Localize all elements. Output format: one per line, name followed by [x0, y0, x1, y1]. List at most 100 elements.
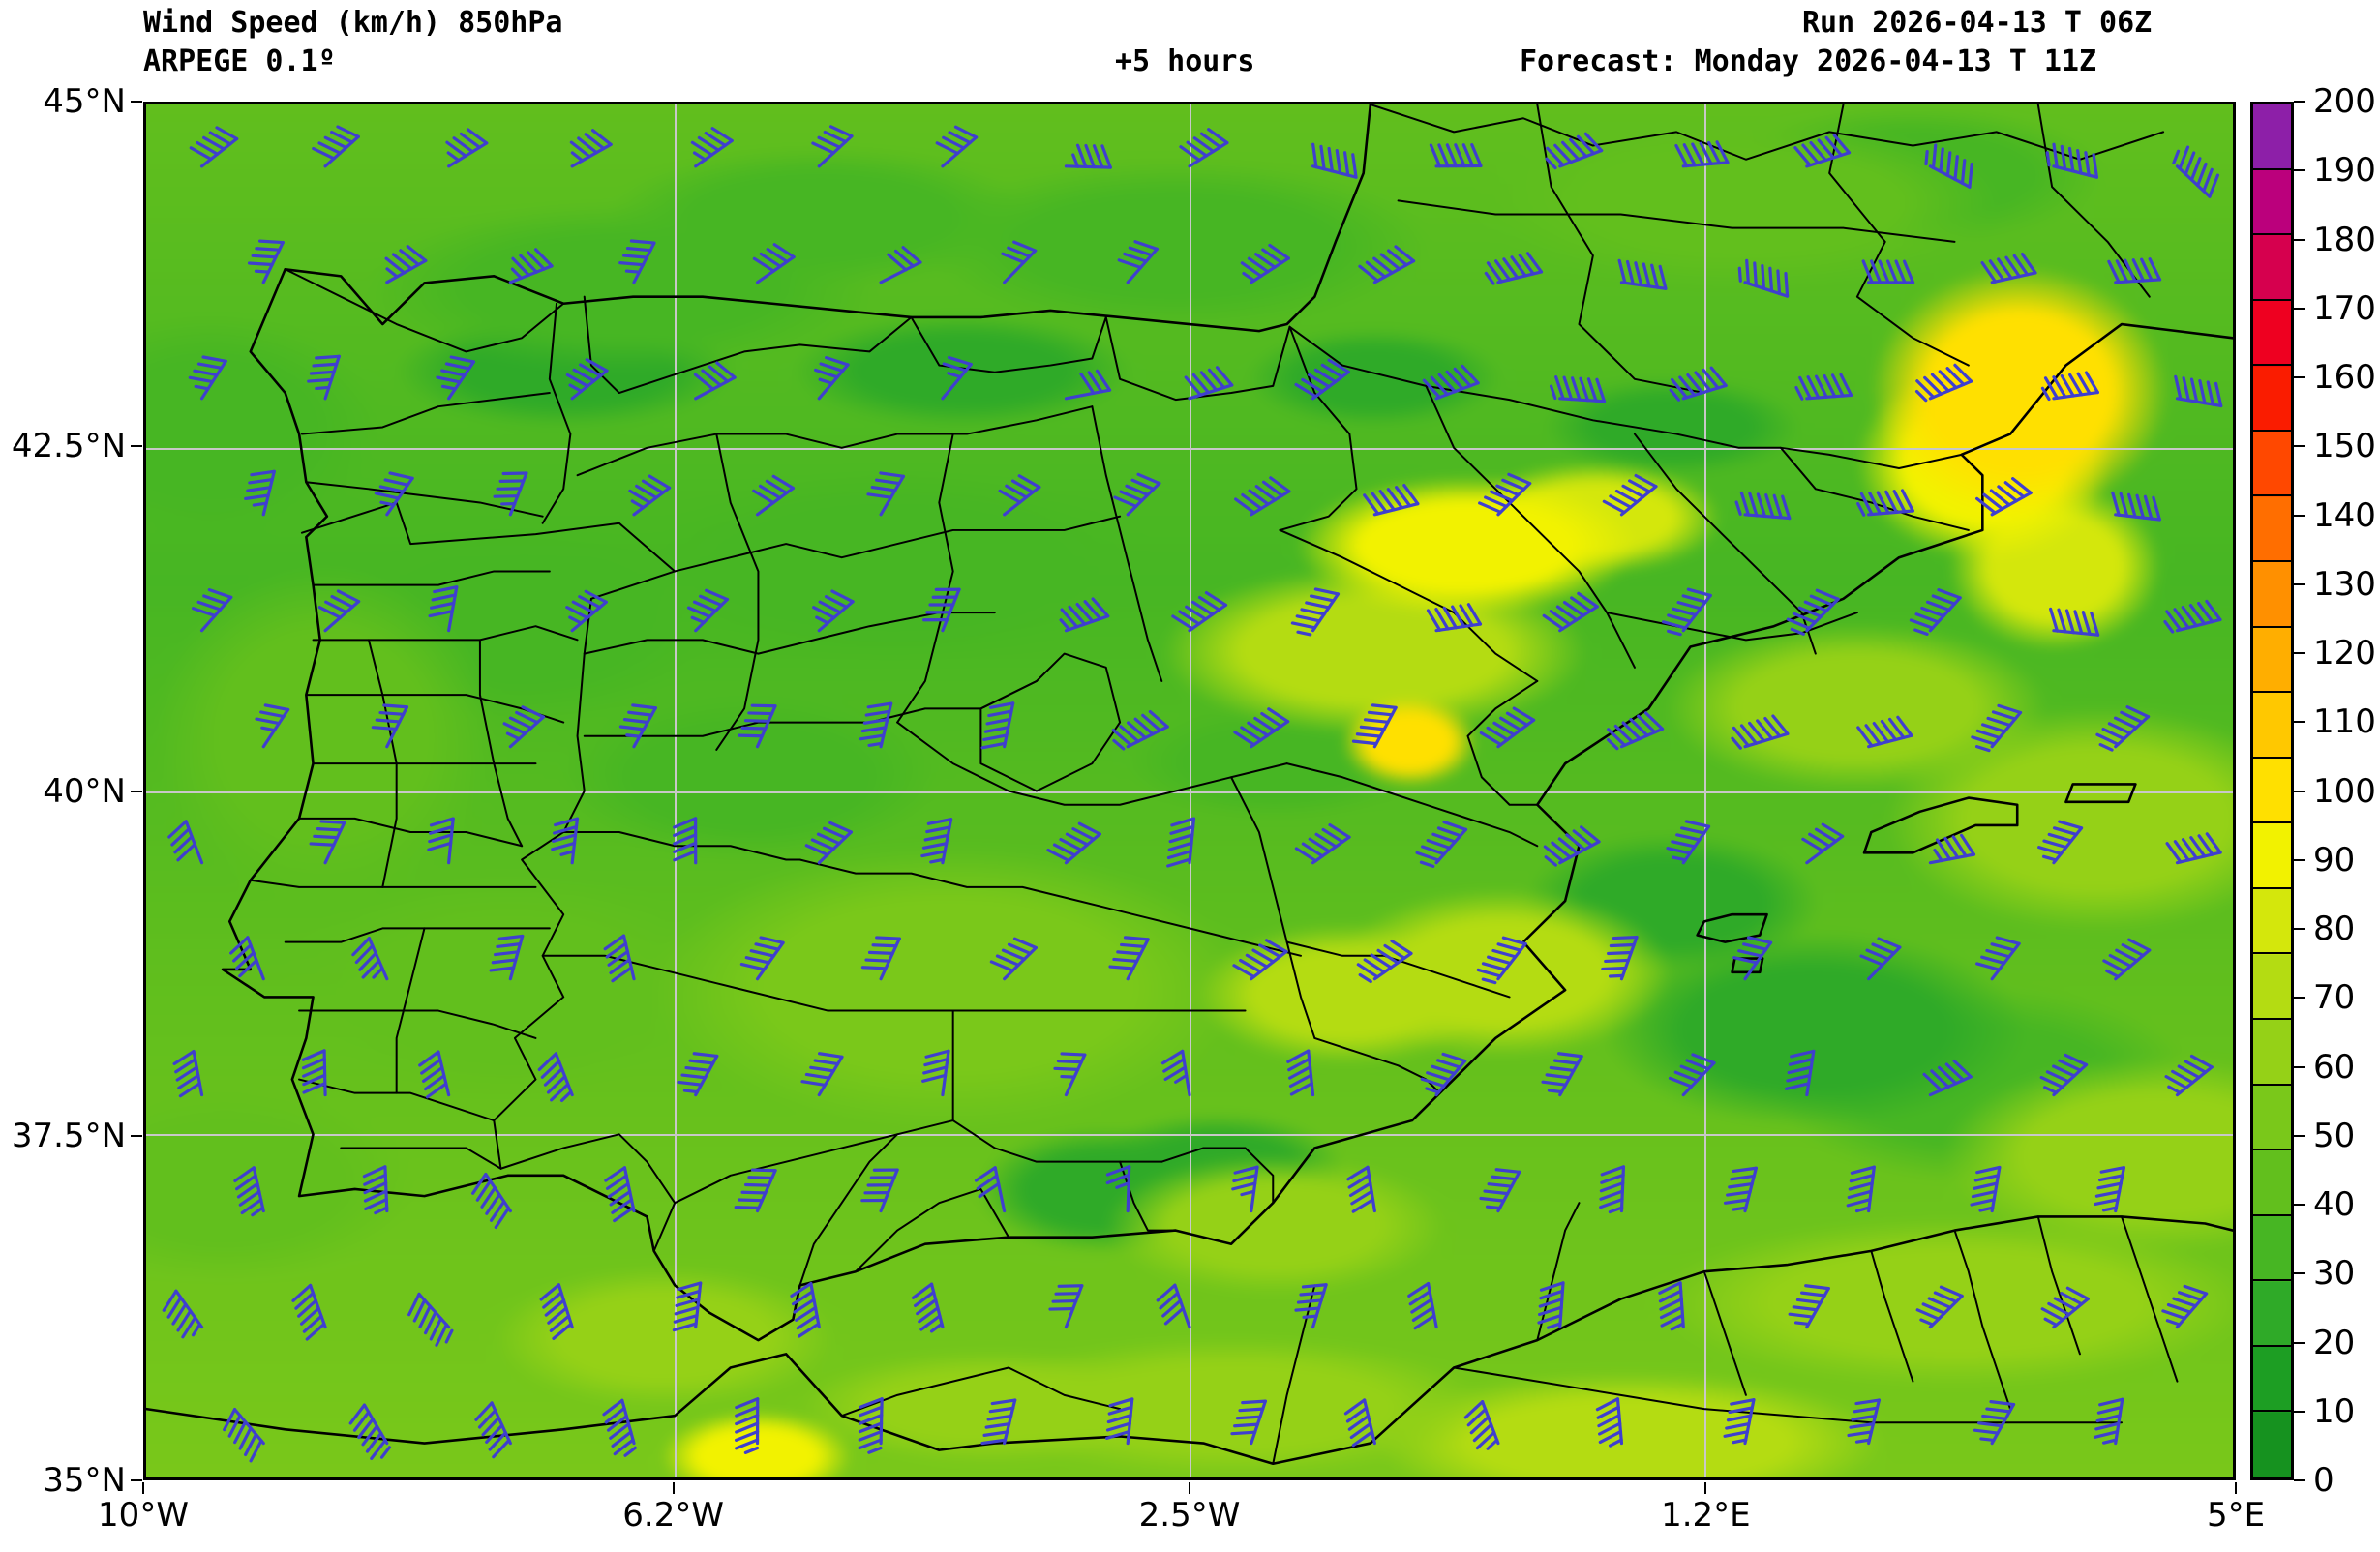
wind-barb-icon — [812, 589, 855, 633]
wind-barb-icon — [604, 1166, 636, 1223]
administrative-border — [312, 625, 579, 642]
wind-barb-icon — [351, 937, 389, 981]
colorbar-band-divider-7 — [2253, 1018, 2291, 1020]
colorbar-band-divider-8 — [2253, 952, 2291, 955]
run-time-label: Run 2026-04-13 T 06Z — [1802, 6, 2153, 40]
wind-barb-icon — [1358, 245, 1416, 284]
lon-tick-label-2: 2.5°W — [1138, 1496, 1241, 1535]
administrative-border — [1285, 940, 1511, 999]
wind-barb-icon — [603, 934, 636, 983]
colorbar-band-divider-4 — [2253, 1213, 2291, 1216]
wind-barb-icon — [1543, 825, 1601, 867]
wind-barb-icon — [1117, 240, 1159, 284]
wind-barb-icon — [1973, 1400, 2016, 1446]
administrative-border — [478, 639, 524, 848]
wind-barb-icon — [539, 1283, 574, 1341]
wind-barb-icon — [1731, 714, 1790, 750]
wind-barb-icon — [618, 703, 657, 749]
wind-barb-icon — [1599, 1165, 1626, 1214]
wind-barb-icon — [1980, 252, 2037, 284]
administrative-border — [798, 858, 1302, 957]
wind-barb-icon — [2045, 142, 2098, 179]
colorbar-tick-label-200: 200 — [2313, 82, 2376, 121]
wind-barb-icon — [2037, 820, 2084, 865]
wind-barb-icon — [307, 354, 341, 401]
wind-barb-icon — [1478, 472, 1532, 517]
administrative-border — [1870, 1249, 1914, 1383]
colorbar-tick-mark-160 — [2294, 376, 2305, 378]
colorbar-band-divider-9 — [2253, 886, 2291, 889]
colorbar-band-divider-11 — [2253, 756, 2291, 759]
wind-barb-icon — [1422, 364, 1480, 401]
colorbar-tick-mark-200 — [2294, 101, 2305, 103]
administrative-border — [951, 1119, 1163, 1163]
wind-barb-icon — [1476, 936, 1527, 985]
lon-tick-mark-0 — [142, 1482, 144, 1494]
colorbar-gradient — [2253, 104, 2291, 1477]
wind-barb-icon — [602, 1398, 637, 1457]
wind-barb-icon — [2111, 491, 2161, 522]
administrative-border — [1425, 384, 1636, 669]
wind-barbs-layer — [162, 125, 2223, 1463]
wind-barb-icon — [1723, 1166, 1758, 1213]
wind-barb-icon — [312, 125, 360, 168]
wind-barb-icon — [1922, 1059, 1973, 1097]
administrative-border — [1279, 325, 1358, 531]
colorbar-tick-mark-80 — [2294, 928, 2305, 930]
wind-barb-icon — [1541, 1052, 1583, 1097]
forecast-valid-time-label: Forecast: Monday 2026-04-13 T 11Z — [1520, 45, 2097, 78]
wind-barb-icon — [493, 471, 528, 517]
wind-barb-icon — [1669, 366, 1728, 402]
colorbar-tick-mark-40 — [2294, 1204, 2305, 1206]
wind-barb-icon — [1784, 1049, 1816, 1097]
colorbar-tick-mark-50 — [2294, 1134, 2305, 1137]
administrative-border — [562, 831, 801, 861]
administrative-border — [1091, 405, 1163, 682]
wind-barb-icon — [2107, 257, 2162, 284]
wind-barb-icon — [1286, 1049, 1315, 1097]
wind-barb-icon — [1549, 375, 1607, 403]
wind-barb-icon — [1801, 822, 1845, 865]
wind-barb-icon — [1971, 703, 2023, 753]
wind-barb-icon — [980, 1398, 1017, 1446]
wind-barb-icon — [1426, 603, 1483, 633]
wind-barb-icon — [1231, 1165, 1259, 1213]
colorbar-tick-mark-60 — [2294, 1065, 2305, 1068]
wind-barb-icon — [752, 243, 796, 284]
wind-barb-icon — [980, 701, 1015, 750]
wind-barb-icon — [974, 1166, 1007, 1213]
wind-barb-icon — [858, 1397, 884, 1454]
colorbar-band-divider-17 — [2253, 364, 2291, 367]
wind-barb-icon — [1856, 489, 1914, 517]
wind-barb-icon — [2040, 371, 2099, 402]
wind-barb-icon — [2161, 1284, 2209, 1329]
wind-barb-icon — [569, 129, 613, 168]
colorbar[interactable] — [2250, 102, 2294, 1480]
lat-tick-mark-3 — [131, 1134, 142, 1137]
lat-tick-mark-4 — [131, 1479, 142, 1481]
colorbar-band-divider-10 — [2253, 821, 2291, 824]
administrative-border — [1536, 104, 1705, 395]
colorbar-tick-label-180: 180 — [2313, 220, 2376, 259]
wind-barb-icon — [1595, 1397, 1624, 1448]
colorbar-tick-label-80: 80 — [2313, 910, 2356, 948]
wind-barb-icon — [1064, 369, 1112, 401]
wind-barb-icon — [1847, 1398, 1882, 1446]
wind-barb-icon — [734, 1168, 777, 1213]
lat-tick-mark-1 — [131, 445, 142, 448]
wind-barb-icon — [1184, 366, 1234, 401]
colorbar-tick-mark-30 — [2294, 1272, 2305, 1275]
wind-barb-icon — [860, 936, 901, 981]
model-label: ARPEGE 0.1º — [143, 45, 336, 78]
gridline-lon-6p2w — [675, 104, 678, 1477]
administrative-border — [1285, 762, 1539, 848]
wind-barb-icon — [374, 471, 414, 517]
wind-barb-icon — [1294, 822, 1351, 865]
wind-barb-icon — [291, 1283, 327, 1341]
wind-barb-icon — [508, 248, 554, 284]
map-plot-area[interactable] — [143, 102, 2236, 1480]
administrative-border — [300, 501, 677, 1170]
colorbar-tick-mark-10 — [2294, 1410, 2305, 1413]
wind-barb-icon — [800, 1052, 844, 1097]
wind-barb-icon — [911, 1282, 945, 1333]
